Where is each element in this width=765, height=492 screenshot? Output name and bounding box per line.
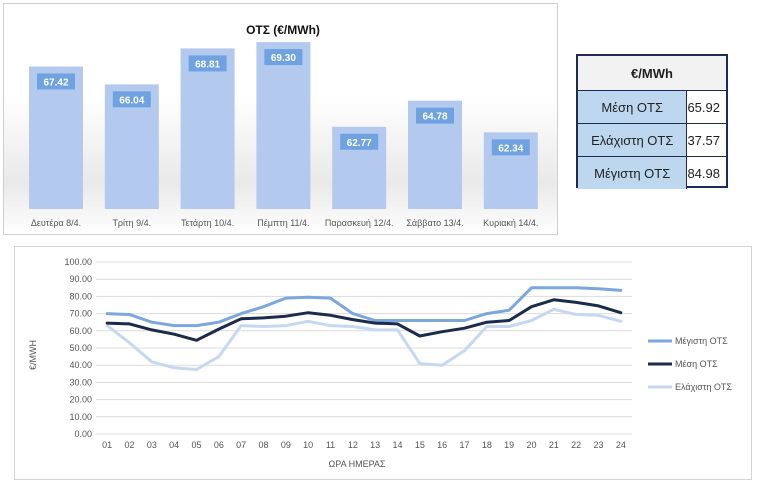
- stats-row-min: Ελάχιστη ΟΤΣ 37.57: [578, 124, 726, 157]
- stats-label-max: Μέγιστη ΟΤΣ: [578, 157, 688, 189]
- x-tick-label-01: 01: [102, 440, 112, 450]
- stats-value-min: 37.57: [687, 132, 720, 148]
- x-tick-label-16: 16: [437, 440, 447, 450]
- bar-category-label-1: Δευτέρα 8/4.: [31, 218, 81, 228]
- x-tick-label-09: 09: [281, 440, 291, 450]
- bar-chart-title-box: [235, 16, 331, 42]
- x-tick-label-11: 11: [326, 440, 335, 450]
- bar-label-bg-1: [37, 73, 75, 90]
- x-tick-label-12: 12: [348, 440, 358, 450]
- legend: Μέγιστη ΟΤΣ Μέση ΟΤΣ Ελάχιστη ΟΤΣ: [648, 336, 732, 392]
- x-tick-label-05: 05: [191, 440, 201, 450]
- x-tick-labels: 01 02 03 04 05 06 07 08 09 10 11 12 13 14 15 16 17 18 19 20…: [102, 440, 626, 450]
- x-tick-label-22: 22: [571, 440, 581, 450]
- y-tick-label-4: 40.00: [69, 360, 92, 370]
- y-tick-label-10: 100.00: [64, 257, 92, 267]
- bar-label-bg-3: [188, 55, 227, 72]
- bar-label-bg-6: [416, 107, 454, 124]
- y-tick-label-1: 10.00: [69, 412, 92, 422]
- bar-category-label-2: Τρίτη 9/4.: [112, 218, 151, 228]
- y-tick-label-0: 0.00: [74, 429, 92, 439]
- y-tick-label-5: 50.00: [69, 343, 92, 353]
- y-tick-label-3: 30.00: [69, 377, 92, 387]
- bar-value-label-2: 66.04: [119, 95, 144, 106]
- legend-label-3: Ελάχιστη ΟΤΣ: [675, 382, 732, 392]
- bar-chart-title-group: ΟΤΣ (€/MWh): [235, 16, 331, 42]
- bar-chart-title: ΟΤΣ (€/MWh): [246, 23, 320, 37]
- bar-value-label-7: 62.34: [498, 143, 523, 154]
- bar-value-label-3: 68.81: [195, 59, 220, 70]
- bar-3: [180, 48, 235, 210]
- bar-category-label-5: Παρασκευή 12/4.: [325, 218, 394, 228]
- x-tick-label-13: 13: [370, 440, 380, 450]
- stats-row-mean: Μέση ΟΤΣ 65.92: [578, 91, 726, 124]
- bar-label-bg-5: [340, 133, 379, 150]
- legend-label-2: Μέση ΟΤΣ: [675, 359, 718, 369]
- x-tick-label-23: 23: [593, 440, 603, 450]
- x-tick-label-06: 06: [214, 440, 224, 450]
- bar-value-label-1: 67.42: [43, 77, 68, 88]
- stats-label-mean: Μέση ΟΤΣ: [578, 91, 688, 123]
- x-axis-label: ΩΡΑ ΗΜΕΡΑΣ: [329, 459, 386, 469]
- x-tick-label-14: 14: [392, 440, 402, 450]
- x-tick-label-24: 24: [616, 440, 626, 450]
- stats-table-header: €/MWh: [578, 56, 726, 91]
- stats-label-min: Ελάχιστη ΟΤΣ: [578, 124, 688, 156]
- series-line-2: [105, 298, 623, 342]
- bar-value-label-5: 62.77: [347, 138, 372, 149]
- x-tick-label-19: 19: [504, 440, 514, 450]
- y-tick-labels: 0.00 10.00 20.00 30.00 40.00 50.00 60.00 70.00 8…: [64, 257, 92, 439]
- bar-category-label-6: Σάββατο 13/4.: [406, 218, 463, 228]
- bar-label-bg-7: [491, 139, 530, 156]
- y-axis-label: €/MWH: [28, 340, 38, 370]
- x-tick-label-21: 21: [549, 440, 559, 450]
- legend-label-1: Μέγιστη ΟΤΣ: [675, 336, 728, 346]
- y-tick-label-7: 70.00: [69, 309, 92, 319]
- y-tick-label-6: 60.00: [69, 326, 92, 336]
- series-line-3: [105, 307, 623, 371]
- y-tick-label-9: 90.00: [69, 274, 92, 284]
- x-tick-label-08: 08: [258, 440, 268, 450]
- y-tick-label-8: 80.00: [69, 291, 92, 301]
- bar-value-label-6: 64.78: [422, 112, 447, 123]
- bar-category-label-3: Τετάρτη 10/4.: [181, 218, 234, 228]
- bar-category-label-4: Πέμπτη 11/4.: [257, 218, 309, 228]
- stats-row-max: Μέγιστη ΟΤΣ 84.98: [578, 157, 726, 189]
- bar-label-bg-4: [264, 49, 303, 66]
- y-tick-label-2: 20.00: [69, 395, 92, 405]
- stats-value-max: 84.98: [687, 165, 720, 181]
- bars-layer: 67.42 Δευτέρα 8/4. 66.04 Τρίτη 9/4. 68.81 Τετ…: [29, 42, 538, 228]
- series-line-1: [105, 286, 623, 328]
- series-layer: [105, 286, 623, 371]
- x-tick-label-17: 17: [459, 440, 469, 450]
- x-tick-label-15: 15: [415, 440, 425, 450]
- stats-table: €/MWh Μέση ΟΤΣ 65.92 Ελάχιστη ΟΤΣ 37.57 …: [576, 54, 728, 189]
- bar-4: [256, 42, 311, 210]
- x-tick-label-03: 03: [147, 440, 157, 450]
- x-tick-label-10: 10: [303, 440, 313, 450]
- x-tick-label-07: 07: [236, 440, 246, 450]
- grid-layer: [96, 261, 632, 435]
- x-tick-label-02: 02: [124, 440, 134, 450]
- bar-label-bg-2: [112, 91, 151, 108]
- x-tick-label-20: 20: [526, 440, 536, 450]
- x-tick-label-04: 04: [169, 440, 179, 450]
- daily-bar-chart-panel: 67.42 Δευτέρα 8/4. 66.04 Τρίτη 9/4. 68.81 Τετ…: [3, 3, 558, 235]
- bar-1: [29, 66, 83, 209]
- x-tick-label-18: 18: [482, 440, 492, 450]
- hourly-line-chart: 0.00 10.00 20.00 30.00 40.00 50.00 60.00 70.00 8…: [28, 257, 732, 469]
- daily-bar-chart: 67.42 Δευτέρα 8/4. 66.04 Τρίτη 9/4. 68.81 Τετ…: [29, 16, 538, 228]
- bar-value-label-4: 69.30: [271, 53, 296, 64]
- hourly-line-chart-panel: 0.00 10.00 20.00 30.00 40.00 50.00 60.00 70.00 8…: [14, 246, 752, 480]
- stats-value-mean: 65.92: [687, 99, 720, 115]
- bar-category-label-7: Κυριακή 14/4.: [483, 218, 538, 228]
